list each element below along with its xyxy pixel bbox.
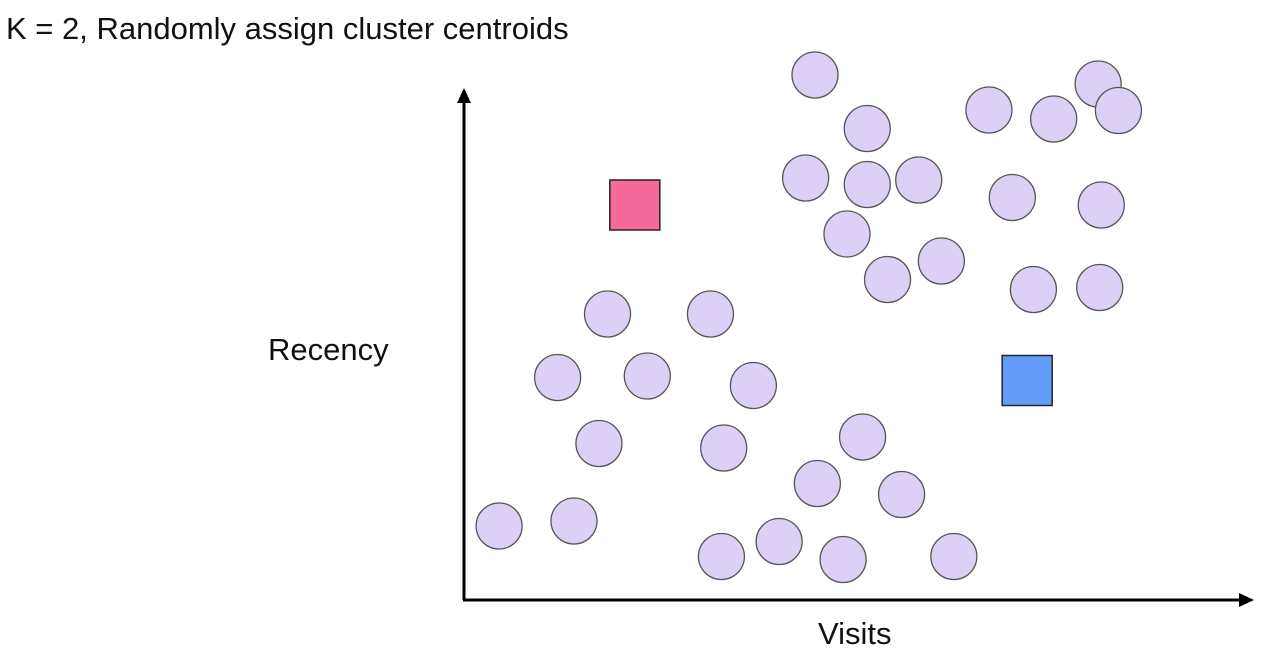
data-point	[1077, 181, 1125, 229]
y-axis-arrowhead	[457, 88, 471, 103]
data-point	[823, 210, 871, 258]
data-point	[623, 352, 671, 400]
centroids	[609, 179, 1053, 407]
data-point	[895, 156, 943, 204]
data-point	[781, 154, 830, 202]
centroid-2	[1001, 354, 1053, 407]
data-point	[863, 255, 912, 304]
data-point	[697, 532, 746, 581]
data-point	[550, 497, 598, 545]
data-point	[917, 237, 966, 285]
data-point	[729, 361, 778, 410]
data-point	[1030, 95, 1078, 143]
data-points	[475, 51, 1143, 584]
data-point	[843, 160, 891, 209]
data-point	[988, 173, 1036, 222]
centroid-1	[609, 179, 661, 231]
data-point	[575, 419, 623, 468]
axes	[457, 88, 1254, 607]
slide-title: K = 2, Randomly assign cluster centroids	[6, 11, 569, 46]
data-point	[793, 459, 841, 508]
data-point	[838, 413, 887, 461]
data-point	[1094, 86, 1143, 135]
data-point	[819, 535, 867, 584]
x-axis-label: Visits	[818, 616, 892, 651]
data-point	[475, 502, 523, 550]
y-axis-label: Recency	[268, 332, 389, 367]
data-point	[791, 51, 839, 99]
x-axis-arrowhead	[1239, 593, 1254, 607]
data-point	[1076, 263, 1124, 312]
data-point	[755, 517, 803, 566]
data-point	[965, 86, 1013, 134]
data-point	[583, 290, 632, 338]
data-point	[1009, 265, 1058, 314]
data-point	[930, 532, 978, 581]
data-point	[686, 290, 735, 338]
data-point	[877, 470, 926, 519]
data-point	[843, 104, 891, 153]
data-point	[533, 353, 582, 402]
data-point	[700, 424, 748, 472]
